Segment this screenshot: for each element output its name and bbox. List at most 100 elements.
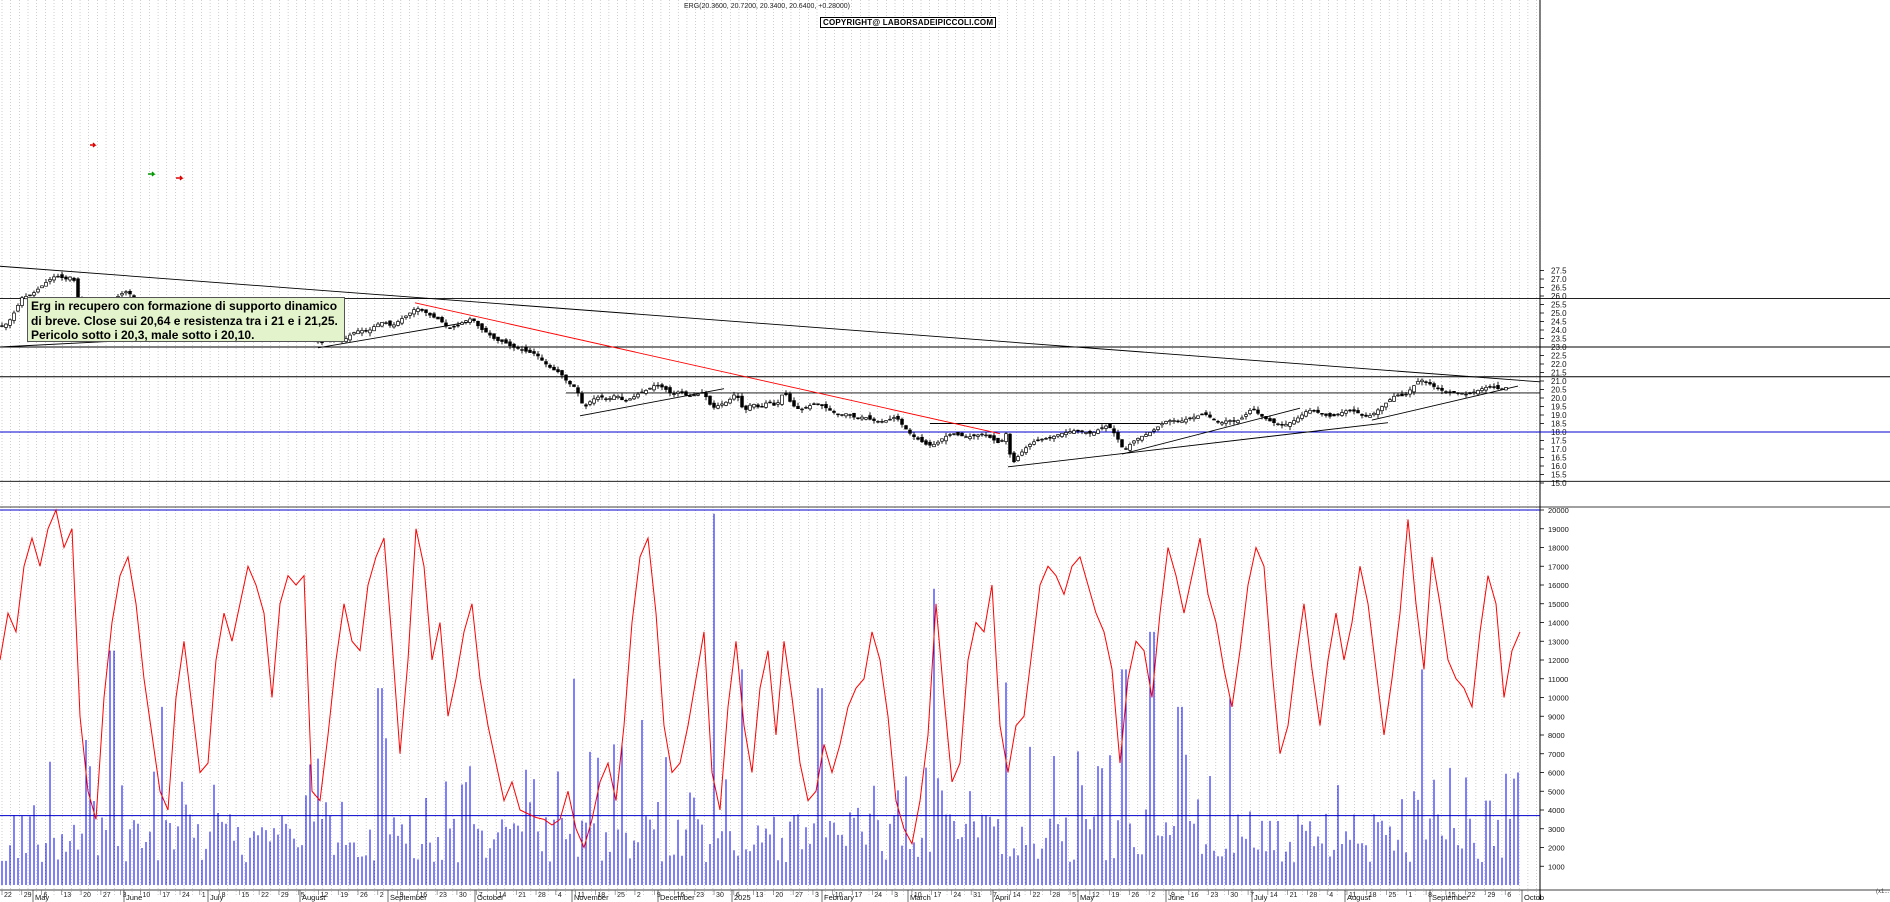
day-label: 26 xyxy=(1131,892,1139,899)
price-tick-label: 26.5 xyxy=(1551,284,1567,293)
candle-down xyxy=(952,433,956,435)
price-axis: 15.015.516.016.517.017.518.018.519.019.5… xyxy=(1540,267,1567,488)
candle-up xyxy=(1184,418,1188,423)
day-label: 23 xyxy=(696,892,704,899)
day-label: 13 xyxy=(63,892,71,899)
volume-tick-label: 17000 xyxy=(1548,562,1569,571)
day-label: 17 xyxy=(934,892,942,899)
candle-down xyxy=(1268,418,1272,422)
candle-up xyxy=(1000,440,1004,442)
candle-down xyxy=(484,327,488,333)
candle-up xyxy=(776,402,780,405)
volume-oscillator xyxy=(0,508,1521,849)
candle-up xyxy=(1148,432,1152,437)
candle-down xyxy=(1112,428,1116,434)
candle-down xyxy=(1012,452,1016,463)
candle-down xyxy=(1436,387,1440,390)
candle-down xyxy=(1048,436,1052,439)
candle-up xyxy=(124,291,128,294)
candle-down xyxy=(956,431,960,436)
candle-up xyxy=(724,401,728,406)
candle-up xyxy=(1368,415,1372,418)
candle-up xyxy=(984,434,988,437)
note-line: Erg in recupero con formazione di suppor… xyxy=(31,299,338,313)
candle-down xyxy=(1360,413,1364,416)
month-label: September xyxy=(390,893,427,902)
candle-up xyxy=(1192,416,1196,420)
candle-down xyxy=(1120,439,1124,448)
candle-up xyxy=(4,323,8,328)
price-tick-label: 27.5 xyxy=(1551,267,1567,276)
candle-up xyxy=(1044,438,1048,440)
month-label: August xyxy=(302,893,326,902)
candle-down xyxy=(364,330,368,332)
month-label: February xyxy=(824,893,854,902)
volume-tick-label: 11000 xyxy=(1548,675,1568,684)
trendline xyxy=(1371,385,1519,421)
volume-tick-label: 6000 xyxy=(1548,769,1565,778)
candle-down xyxy=(1116,432,1120,440)
candle-up xyxy=(380,322,384,327)
note-line: Pericolo sotto i 20,3, male sotto i 20,1… xyxy=(31,328,255,342)
candle-down xyxy=(524,347,528,352)
day-label: 30 xyxy=(459,892,467,899)
candle-up xyxy=(52,276,56,281)
candle-down xyxy=(1252,408,1256,411)
trendline xyxy=(0,265,1541,383)
month-label: June xyxy=(126,893,142,902)
candle-down xyxy=(904,425,908,430)
candle-down xyxy=(1316,409,1320,413)
candle-up xyxy=(1040,438,1044,441)
candle-down xyxy=(812,403,816,405)
candle-up xyxy=(616,395,620,399)
sell-signal-arrow xyxy=(176,175,184,181)
candle-down xyxy=(1216,420,1220,423)
day-label: 21 xyxy=(518,892,526,899)
candle-down xyxy=(1448,391,1452,393)
candle-down xyxy=(456,324,460,327)
candle-up xyxy=(1388,399,1392,402)
candle-up xyxy=(808,405,812,410)
day-label: 9 xyxy=(657,892,661,899)
price-tick-label: 19.5 xyxy=(1551,403,1567,412)
candle-up xyxy=(748,404,752,411)
candle-up xyxy=(692,394,696,397)
candle-down xyxy=(796,406,800,409)
candle-down xyxy=(560,370,564,376)
candle-up xyxy=(372,326,376,332)
candle-up xyxy=(1296,417,1300,423)
candle-up xyxy=(696,393,700,396)
candle-down xyxy=(624,399,628,402)
candle-down xyxy=(1496,385,1500,389)
price-tick-label: 25.5 xyxy=(1551,301,1567,310)
candle-up xyxy=(864,417,868,420)
candle-down xyxy=(504,339,508,344)
day-label: 15 xyxy=(241,892,249,899)
volume-oscillator-line xyxy=(0,508,1521,849)
volume-tick-label: 19000 xyxy=(1548,525,1569,534)
day-label: 22 xyxy=(4,892,12,899)
day-label: 4 xyxy=(558,892,562,899)
candle-down xyxy=(452,325,456,328)
candle-up xyxy=(20,297,24,306)
volume-tick-label: 1000 xyxy=(1548,862,1565,871)
candle-down xyxy=(756,404,760,408)
candle-down xyxy=(540,357,544,361)
candle-down xyxy=(1456,392,1460,394)
candle-down xyxy=(912,434,916,438)
day-label: 14 xyxy=(1270,892,1278,899)
candle-up xyxy=(1052,435,1056,439)
candle-down xyxy=(908,429,912,434)
day-label: 7 xyxy=(993,892,997,899)
price-tick-label: 23.0 xyxy=(1551,343,1567,352)
candle-down xyxy=(480,323,484,330)
candle-up xyxy=(596,396,600,400)
candle-down xyxy=(680,391,684,393)
candle-down xyxy=(1176,420,1180,423)
month-label: August xyxy=(1347,893,1371,902)
candle-up xyxy=(980,433,984,436)
candle-up xyxy=(1096,429,1100,434)
candle-down xyxy=(476,321,480,327)
volume-tick-label: 10000 xyxy=(1548,694,1569,703)
candle-up xyxy=(68,276,72,281)
